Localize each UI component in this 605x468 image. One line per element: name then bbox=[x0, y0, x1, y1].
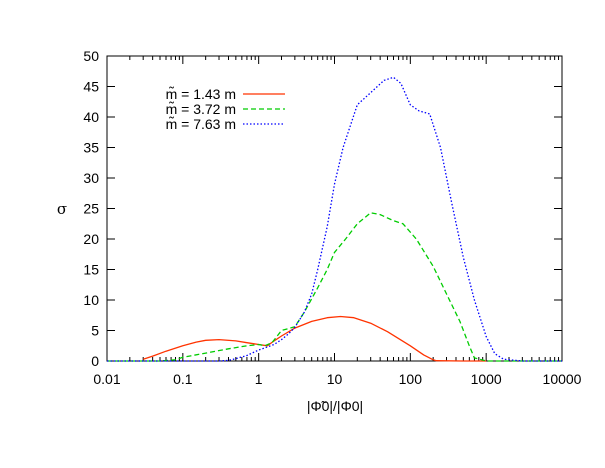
x-axis-label: |Φ̃0|/|Φ0| bbox=[307, 398, 363, 414]
axis-ticks bbox=[106, 55, 563, 362]
x-tick-label: 100 bbox=[399, 371, 423, 387]
legend-label-1: m̃ = 1.43 m bbox=[166, 86, 236, 102]
series-group bbox=[107, 76, 562, 362]
x-tick-label: 10000 bbox=[543, 371, 582, 387]
x-tick-label: 0.01 bbox=[93, 371, 120, 387]
x-tick-label: 1000 bbox=[471, 371, 502, 387]
legend: m̃ = 1.43 mm̃ = 3.72 mm̃ = 7.63 m bbox=[166, 86, 285, 132]
y-tick-label: 45 bbox=[83, 79, 99, 95]
tick-labels: 0 5 10 15 20 25 30 35 40 45 50 0.01 0.1 1 10 100 1000 100… bbox=[83, 48, 581, 387]
y-axis-label: σ bbox=[57, 200, 67, 218]
series-line-1 bbox=[142, 315, 487, 362]
y-tick-label: 40 bbox=[83, 109, 99, 125]
y-tick-label: 35 bbox=[83, 140, 99, 156]
y-tick-label: 15 bbox=[83, 262, 99, 278]
legend-label-3: m̃ = 7.63 m bbox=[166, 116, 236, 132]
y-tick-label: 5 bbox=[91, 323, 99, 339]
y-tick-label: 0 bbox=[91, 353, 99, 369]
y-tick-label: 50 bbox=[83, 48, 99, 64]
legend-label-2: m̃ = 3.72 m bbox=[166, 101, 236, 117]
x-tick-label: 0.1 bbox=[173, 371, 193, 387]
y-tick-label: 10 bbox=[83, 292, 99, 308]
series-line-2 bbox=[107, 212, 562, 362]
y-tick-label: 30 bbox=[83, 170, 99, 186]
x-tick-label: 10 bbox=[327, 371, 343, 387]
x-tick-label: 1 bbox=[255, 371, 263, 387]
y-tick-label: 25 bbox=[83, 201, 99, 217]
series-line-3 bbox=[107, 76, 562, 362]
y-tick-label: 20 bbox=[83, 231, 99, 247]
